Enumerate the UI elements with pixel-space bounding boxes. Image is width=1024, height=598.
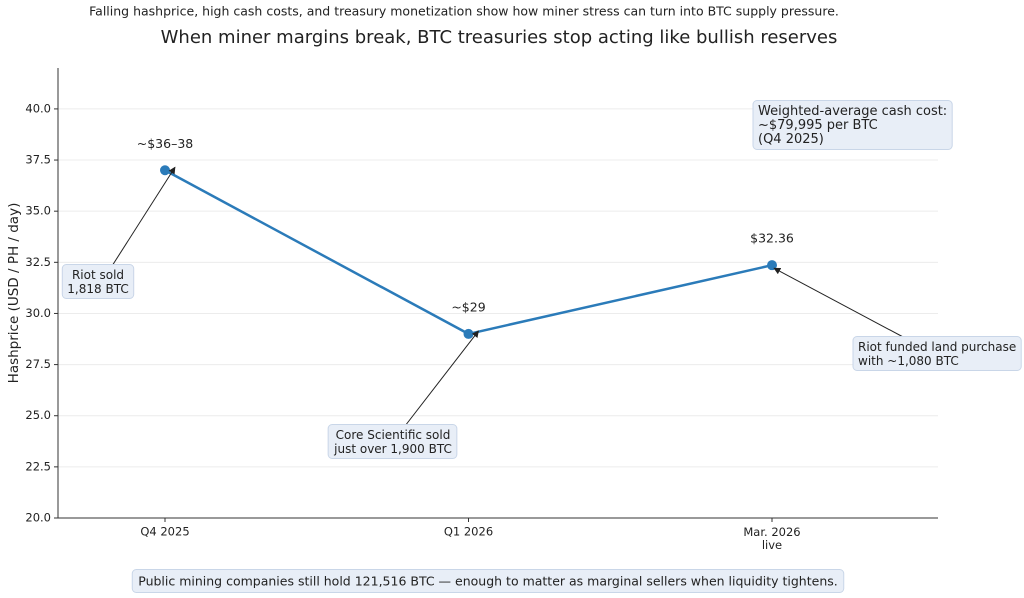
annotation-text: Riot funded land purchase with ~1,080 BTC	[858, 340, 1016, 368]
data-point	[463, 328, 474, 339]
y-tick-label: 22.5	[25, 459, 51, 473]
annotation-arrow	[404, 330, 479, 427]
footer-text: Public mining companies still hold 121,5…	[138, 574, 837, 589]
chart-subtitle: Falling hashprice, high cash costs, and …	[89, 4, 839, 19]
annotation-box	[61, 264, 135, 299]
y-tick-label: 30.0	[25, 306, 51, 320]
y-tick-label: 35.0	[25, 204, 51, 218]
x-tick-label: Mar. 2026 live	[743, 525, 800, 552]
y-tick-label: 27.5	[25, 357, 51, 371]
footer-box	[131, 569, 845, 593]
annotation-box	[752, 100, 953, 150]
data-point	[767, 260, 777, 271]
y-tick-label: 40.0	[25, 101, 51, 115]
annotation-box	[852, 336, 1022, 371]
y-tick-label: 32.5	[25, 255, 51, 269]
x-tick-label: Q4 2025	[140, 525, 189, 539]
annotation-arrow	[111, 166, 176, 267]
annotation-text: Core Scientific sold just over 1,900 BTC	[333, 428, 452, 456]
y-tick-label: 25.0	[25, 408, 51, 422]
annotation-text: Riot sold 1,818 BTC	[67, 268, 128, 296]
annotation-box	[327, 424, 458, 459]
x-tick-label: Q1 2026	[444, 525, 493, 539]
annotation-text: Weighted-average cash cost: ~$79,995 per …	[758, 104, 947, 147]
y-tick-label: 37.5	[25, 153, 51, 167]
chart-title: When miner margins break, BTC treasuries…	[161, 27, 838, 48]
y-tick-label: 20.0	[25, 511, 51, 525]
value-label: $32.36	[750, 231, 794, 246]
annotation-arrow	[773, 267, 906, 339]
data-point	[160, 165, 170, 176]
value-label: ~$29	[451, 299, 485, 314]
y-axis-label: Hashprice (USD / PH / day)	[6, 203, 22, 384]
value-label: ~$36–38	[137, 136, 194, 151]
